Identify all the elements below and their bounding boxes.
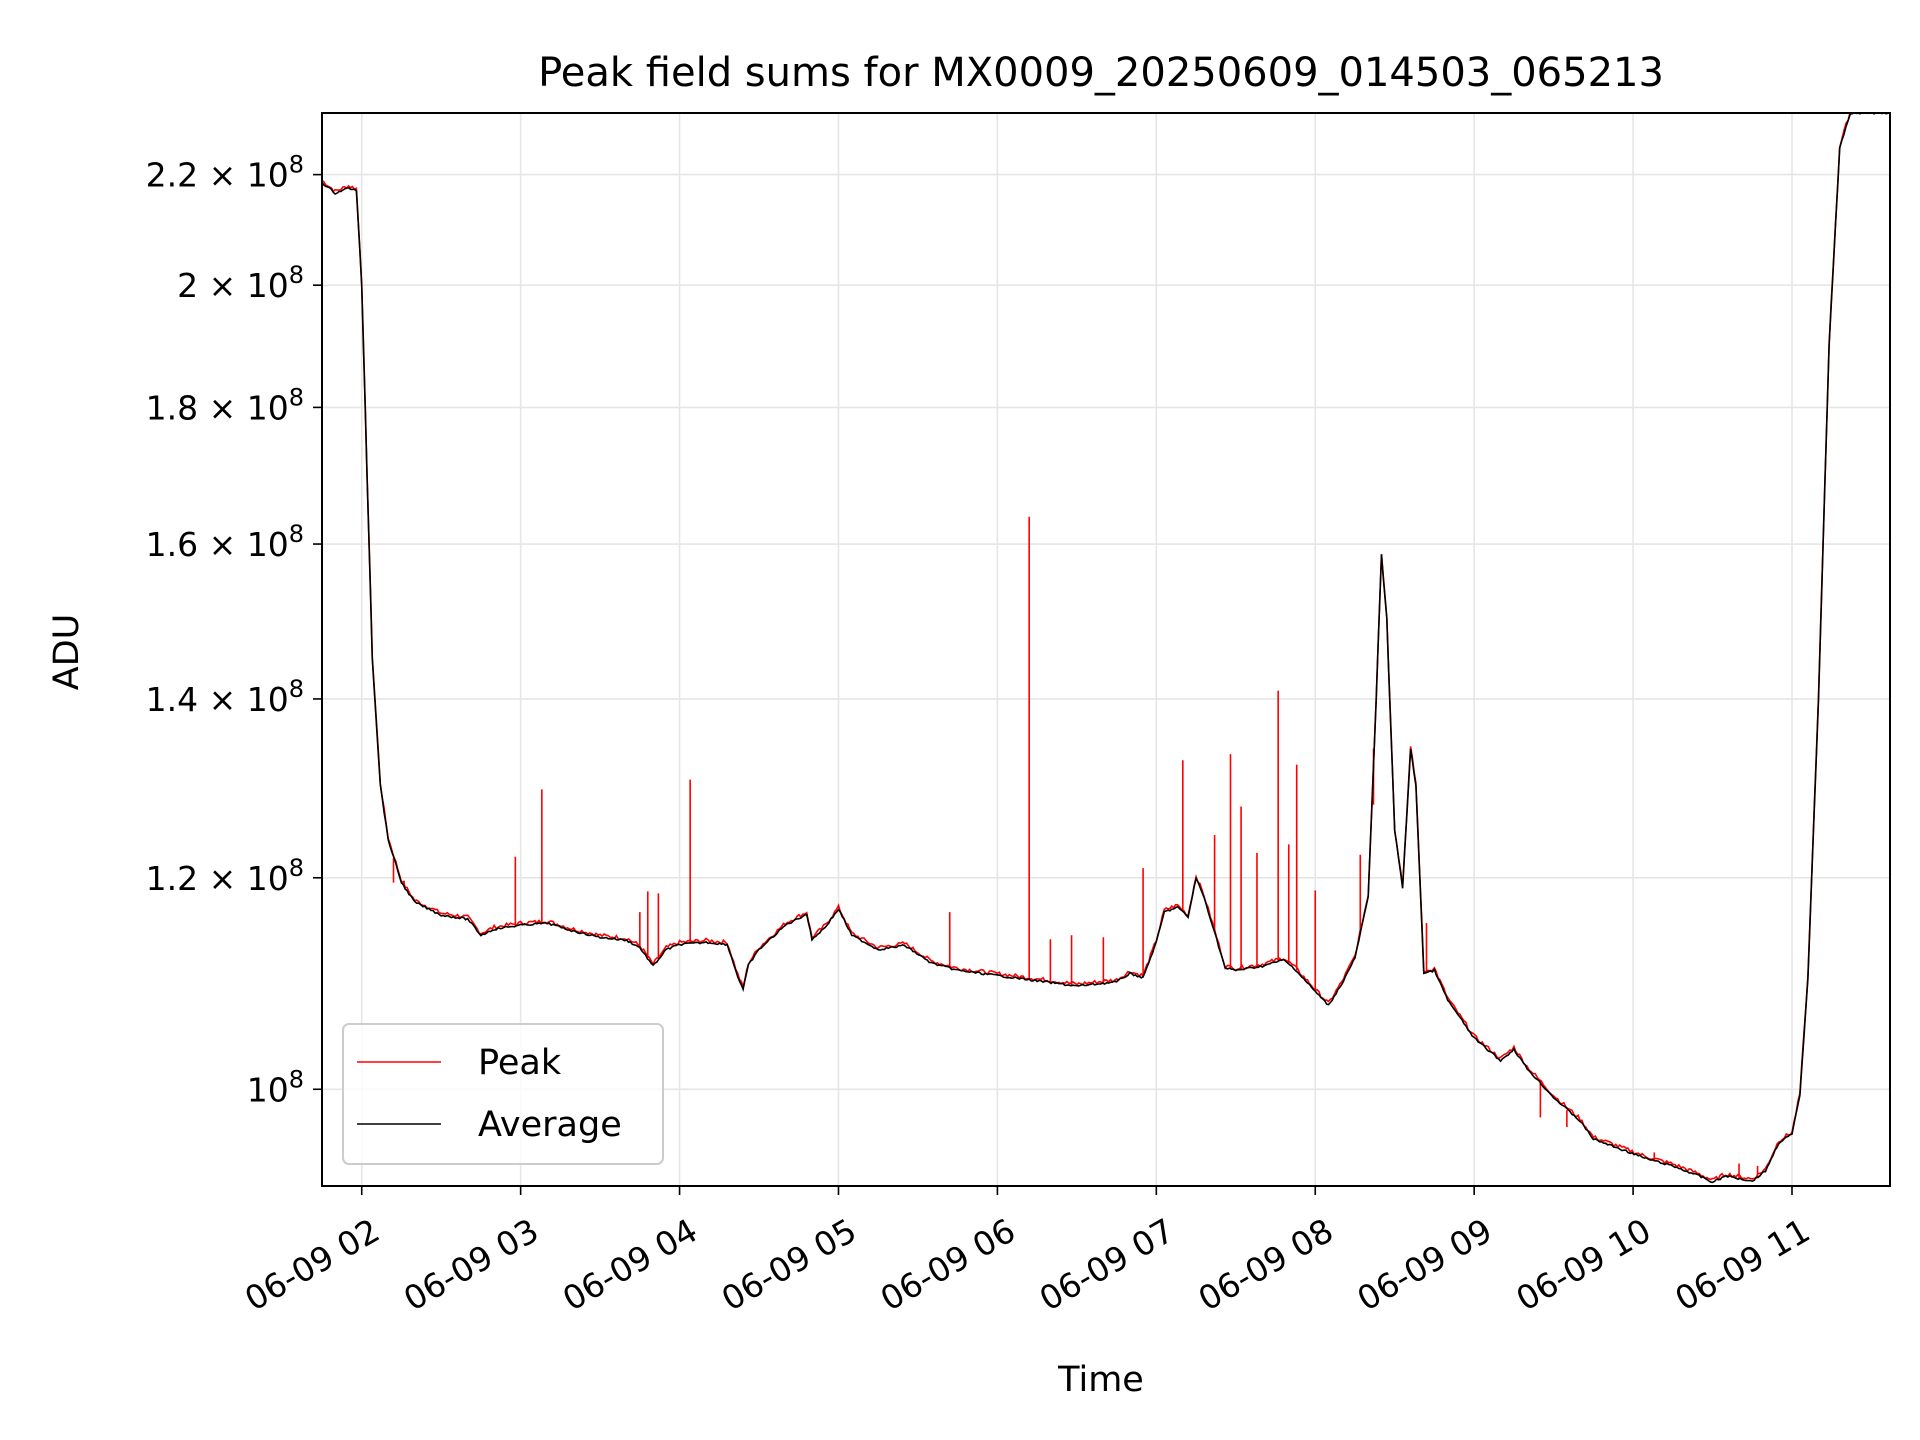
- x-axis-label: Time: [1057, 1360, 1144, 1400]
- series-peak-line: [322, 113, 1889, 1181]
- y-tick-label: 1.2 × 108: [146, 854, 304, 898]
- series-layer: [322, 113, 1890, 1184]
- legend-average-label: Average: [478, 1105, 622, 1145]
- series-average-line: [322, 113, 1890, 1184]
- legend-box: [342, 1023, 664, 1165]
- y-axis-label: ADU: [47, 614, 87, 691]
- y-tick-label: 1.4 × 108: [146, 675, 304, 719]
- y-tick-label: 2.2 × 108: [146, 151, 304, 195]
- legend: Peak Average: [342, 1023, 664, 1165]
- axes-frame: [321, 112, 1891, 1187]
- chart-title: Peak field sums for MX0009_20250609_0145…: [538, 50, 1664, 96]
- y-tick-label: 1.8 × 108: [146, 383, 304, 427]
- legend-peak-label: Peak: [478, 1043, 562, 1083]
- grid: [322, 113, 1890, 1186]
- y-axis: 108 1.2 × 108 1.4 × 108 1.6 × 108 1.8 × 108 2…: [146, 151, 322, 1109]
- y-tick-label: 108: [247, 1065, 304, 1109]
- y-tick-label: 1.6 × 108: [146, 520, 304, 564]
- y-tick-label: 2 × 108: [177, 261, 304, 305]
